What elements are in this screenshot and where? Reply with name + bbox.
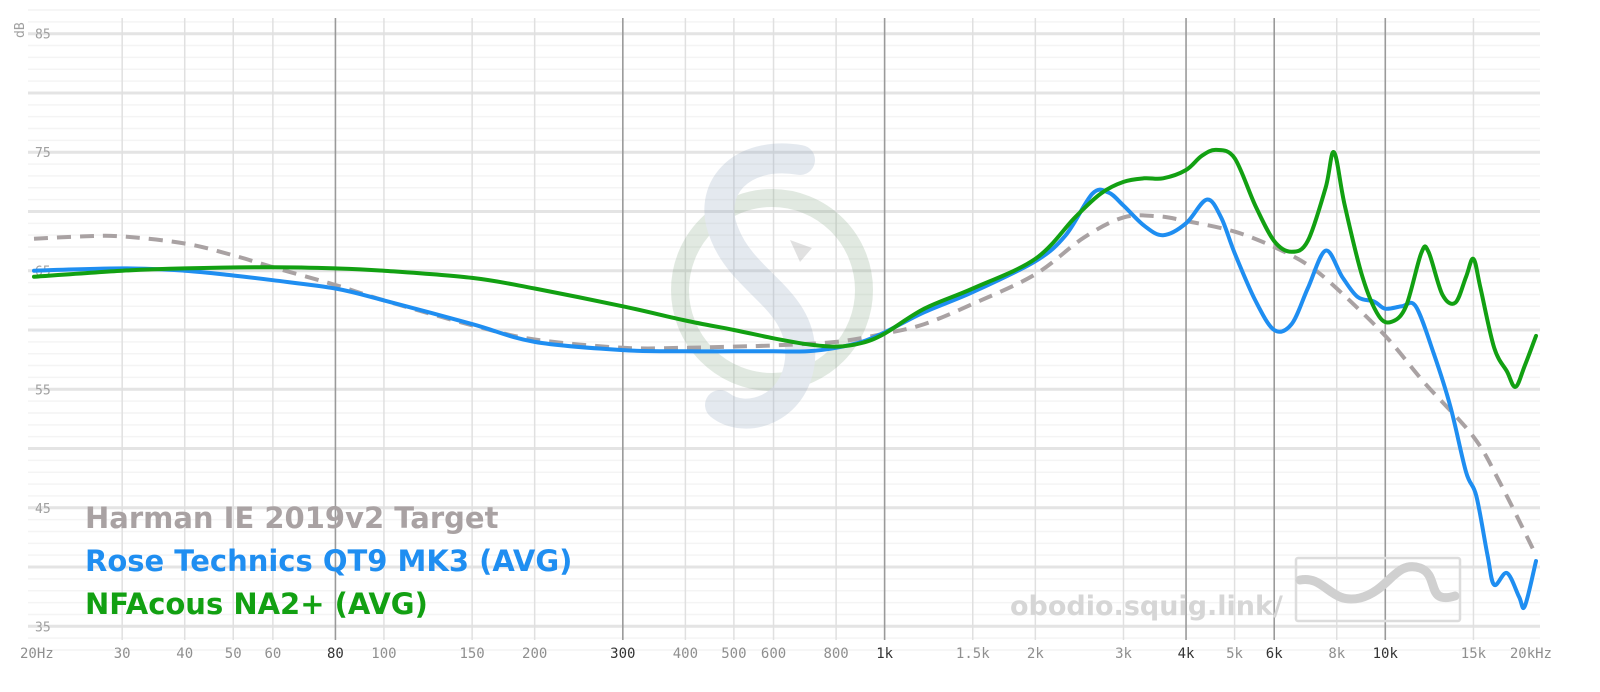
x-tick-label: 2k xyxy=(1027,646,1044,662)
legend-entry-nfacous-na2-avg: NFAcous NA2+ (AVG) xyxy=(85,587,428,621)
x-tick-label: 300 xyxy=(610,646,635,662)
x-tick-label: 20Hz xyxy=(20,646,54,662)
x-tick-label: 100 xyxy=(371,646,396,662)
y-tick-label: 85 xyxy=(35,28,51,43)
y-axis-label: dB xyxy=(13,22,28,38)
x-tick-label: 60 xyxy=(264,646,281,662)
x-tick-label: 8k xyxy=(1328,646,1345,662)
x-tick-label: 4k xyxy=(1178,646,1195,662)
x-tick-label: 200 xyxy=(522,646,547,662)
x-axis-ticks: 20Hz 30 40 50 60 80 100 150 200 300 400 500 600 800 1k… xyxy=(20,646,1552,662)
legend: Harman IE 2019v2 Target Rose Technics QT9… xyxy=(85,501,572,621)
x-tick-label: 3k xyxy=(1115,646,1132,662)
y-tick-label: 45 xyxy=(35,502,51,517)
x-tick-label: 30 xyxy=(114,646,131,662)
y-tick-label: 35 xyxy=(35,620,51,635)
x-tick-label: 150 xyxy=(459,646,484,662)
x-tick-label: 50 xyxy=(225,646,242,662)
x-tick-label: 40 xyxy=(176,646,193,662)
x-tick-label: 15k xyxy=(1461,646,1487,662)
x-tick-label: 800 xyxy=(823,646,848,662)
x-tick-label: 5k xyxy=(1226,646,1243,662)
x-tick-label: 6k xyxy=(1266,646,1283,662)
x-tick-label: 80 xyxy=(327,646,344,662)
x-tick-label: 600 xyxy=(761,646,786,662)
x-tick-label: 10k xyxy=(1373,646,1399,662)
series-line-nfacous-na2-avg xyxy=(32,147,1538,389)
series-line-harman-ie-2019v2-target xyxy=(33,213,1538,557)
squig-logo-watermark xyxy=(671,143,873,429)
series-line-rose-technics-qt9-mk3-avg xyxy=(32,187,1538,610)
legend-entry-harman-ie-2019v2-target: Harman IE 2019v2 Target xyxy=(85,501,499,535)
legend-entry-rose-technics-qt9-mk3-avg: Rose Technics QT9 MK3 (AVG) xyxy=(85,544,572,578)
y-tick-label: 75 xyxy=(35,146,51,161)
x-tick-label: 1.5k xyxy=(956,646,990,662)
x-tick-label: 1k xyxy=(876,646,893,662)
x-tick-label: 400 xyxy=(673,646,698,662)
x-tick-label: 500 xyxy=(721,646,746,662)
y-tick-label: 55 xyxy=(35,383,51,398)
series-layer xyxy=(32,147,1538,610)
squiglink-logo xyxy=(1294,556,1462,623)
watermark-url: obodio.squig.link/ xyxy=(1010,591,1283,622)
x-tick-label: 20kHz xyxy=(1510,646,1552,662)
